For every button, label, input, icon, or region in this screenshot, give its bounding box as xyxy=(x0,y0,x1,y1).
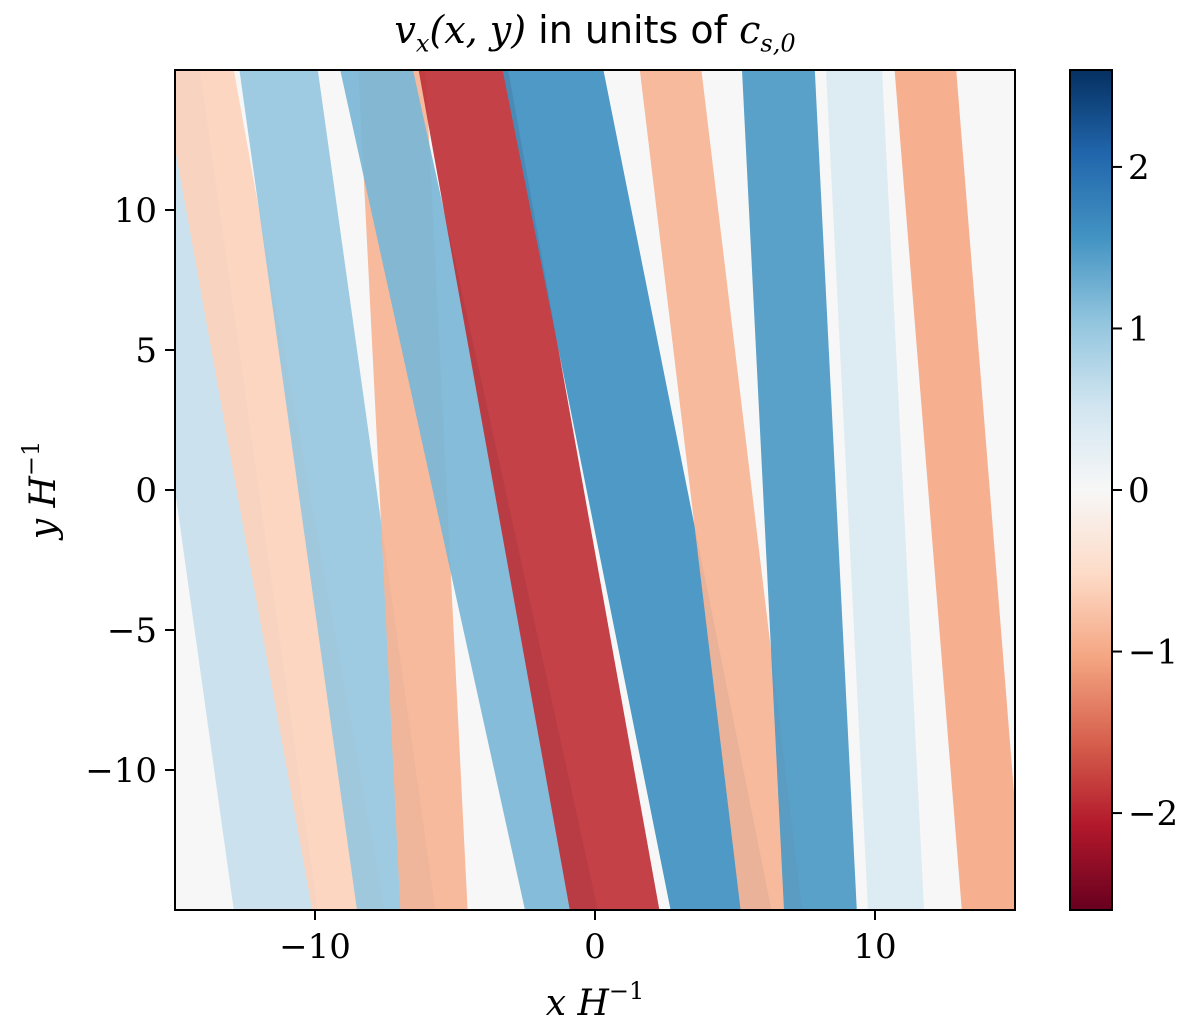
title-args: (x, y) xyxy=(429,8,527,52)
x-tick-label: −10 xyxy=(279,927,351,967)
field-band xyxy=(418,70,660,910)
title-vx-subscript: x xyxy=(415,29,430,58)
colorbar-tick-label: 0 xyxy=(1128,471,1150,511)
y-tick-label: −5 xyxy=(107,611,157,651)
colorbar-gradient xyxy=(1069,69,1113,911)
y-tick-label: 5 xyxy=(135,331,157,371)
y-axis-ticks: −10 −5 0 5 10 xyxy=(85,191,175,791)
x-tick-label: 0 xyxy=(584,927,606,967)
title-cs: c xyxy=(739,8,761,52)
title-text: in units of xyxy=(526,8,740,52)
colorbar-tick-label: −2 xyxy=(1128,794,1178,834)
field-band xyxy=(639,70,803,910)
field-band xyxy=(502,70,772,910)
x-tick-label: 10 xyxy=(853,927,896,967)
field-band xyxy=(742,70,857,910)
plot-area xyxy=(174,69,1016,911)
y-tick-label: 10 xyxy=(114,191,157,231)
x-axis-ticks: −10 0 10 xyxy=(279,910,897,967)
title-cs-subscript: s,0 xyxy=(760,29,796,58)
field-band xyxy=(358,70,468,910)
title-vx: v xyxy=(394,8,416,52)
field-band xyxy=(239,70,436,910)
chart-title: vx(x, y) in units of cs,0 xyxy=(175,8,1015,66)
y-tick-label: 0 xyxy=(135,471,157,511)
field-band xyxy=(826,70,924,910)
field-band xyxy=(894,70,1015,910)
colorbar-ticks: −2 −1 0 1 2 xyxy=(1112,148,1178,834)
y-axis-label: y H−1 xyxy=(17,441,64,542)
x-axis-label: x H−1 xyxy=(546,977,645,1024)
colorbar-tick-label: 1 xyxy=(1128,309,1150,349)
colorbar-tick-label: 2 xyxy=(1128,148,1150,188)
y-tick-label: −10 xyxy=(85,751,157,791)
colorbar-tick-label: −1 xyxy=(1128,633,1178,673)
colorbar: −2 −1 0 1 2 xyxy=(1069,69,1178,911)
velocity-field xyxy=(175,70,1015,910)
